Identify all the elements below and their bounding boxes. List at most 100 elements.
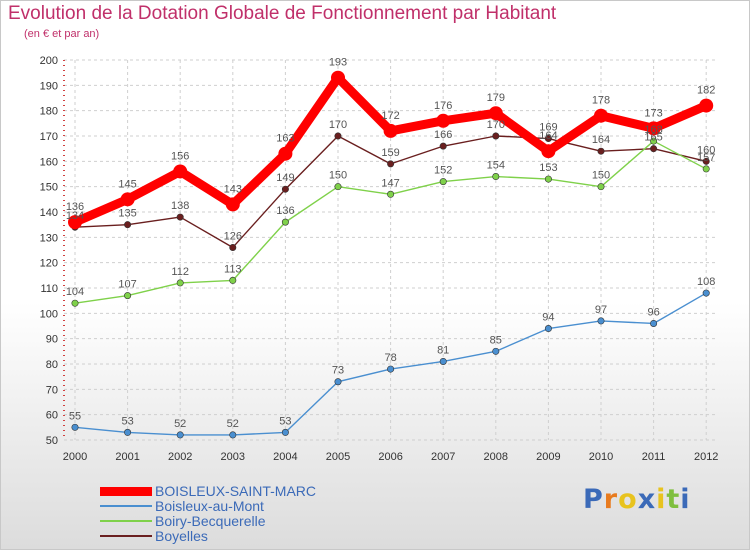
data-point xyxy=(439,178,447,186)
data-label: 152 xyxy=(434,165,452,177)
data-label: 163 xyxy=(276,133,294,145)
proxiti-logo-letter: o xyxy=(618,484,638,515)
series-lines xyxy=(68,70,714,439)
data-point xyxy=(124,428,132,436)
proxiti-logo-letter: r xyxy=(603,484,619,515)
data-point xyxy=(383,123,398,138)
data-label: 135 xyxy=(118,208,136,220)
legend-swatch xyxy=(100,505,152,507)
data-point xyxy=(68,215,82,230)
data-label: 172 xyxy=(381,110,399,122)
data-label: 134 xyxy=(66,210,84,222)
data-label: 126 xyxy=(224,230,242,242)
data-label: 53 xyxy=(279,415,291,427)
chart-title: Evolution de la Dotation Globale de Fonc… xyxy=(8,3,557,24)
data-point xyxy=(71,299,79,307)
data-point xyxy=(436,113,451,128)
y-tick-label: 50 xyxy=(46,435,58,447)
data-label: 156 xyxy=(171,150,189,162)
y-tick-label: 70 xyxy=(46,384,58,396)
data-point xyxy=(597,183,605,191)
data-point xyxy=(176,213,184,221)
data-point xyxy=(650,319,658,327)
data-point xyxy=(702,157,710,165)
data-point xyxy=(281,218,289,226)
data-point xyxy=(387,160,395,168)
x-tick-label: 2000 xyxy=(63,451,87,463)
data-label: 168 xyxy=(644,124,662,136)
data-label: 81 xyxy=(437,344,449,356)
data-point xyxy=(173,164,188,179)
x-tick-label: 2007 xyxy=(431,451,455,463)
data-point xyxy=(229,431,237,439)
data-point xyxy=(650,137,658,145)
y-tick-label: 190 xyxy=(40,80,58,92)
data-point xyxy=(229,276,237,284)
data-point xyxy=(544,175,552,183)
y-tick-label: 100 xyxy=(40,308,58,320)
data-label: 176 xyxy=(434,100,452,112)
data-label: 78 xyxy=(384,352,396,364)
data-label: 165 xyxy=(644,132,662,144)
data-label: 159 xyxy=(381,147,399,159)
data-point xyxy=(439,357,447,365)
data-label: 52 xyxy=(227,418,239,430)
data-label: 149 xyxy=(276,172,294,184)
data-label: 94 xyxy=(542,312,554,324)
x-tick-label: 2002 xyxy=(168,451,192,463)
data-point xyxy=(229,243,237,251)
x-tick-label: 2006 xyxy=(378,451,402,463)
data-point xyxy=(492,132,500,140)
data-label: 108 xyxy=(697,276,715,288)
data-label: 154 xyxy=(487,160,505,172)
x-tick-label: 2010 xyxy=(589,451,613,463)
x-tick-label: 2004 xyxy=(273,451,297,463)
data-point xyxy=(492,173,500,181)
y-tick-label: 170 xyxy=(40,131,58,143)
data-label: 136 xyxy=(66,201,84,213)
data-labels: 136 145 156 143 163 193 172 176 179 164 178 173 182 5… xyxy=(66,57,716,430)
legend-swatch xyxy=(100,520,152,522)
y-tick-label: 140 xyxy=(40,207,58,219)
gridlines xyxy=(64,59,718,441)
data-point xyxy=(492,347,500,355)
y-tick-label: 180 xyxy=(40,106,58,118)
data-label: 52 xyxy=(174,418,186,430)
data-point xyxy=(176,279,184,287)
proxiti-logo: Proxiti xyxy=(583,484,691,515)
data-label: 164 xyxy=(592,134,610,146)
data-point xyxy=(488,106,503,121)
data-point xyxy=(594,108,608,123)
x-tick-label: 2012 xyxy=(694,451,718,463)
data-point xyxy=(278,146,293,161)
data-point xyxy=(699,98,714,113)
x-tick-label: 2005 xyxy=(326,451,350,463)
data-label: 179 xyxy=(487,92,505,104)
data-point xyxy=(71,423,79,431)
y-tick-label: 90 xyxy=(46,334,58,346)
data-point xyxy=(646,121,661,136)
proxiti-logo-letter: x xyxy=(637,484,657,515)
proxiti-logo-letter: i xyxy=(656,484,667,515)
data-label: 166 xyxy=(434,129,452,141)
data-label: 153 xyxy=(539,162,557,174)
data-point xyxy=(225,197,240,212)
y-tick-label: 80 xyxy=(46,359,58,371)
data-label: 136 xyxy=(276,205,294,217)
data-label: 157 xyxy=(697,152,715,164)
data-label: 150 xyxy=(592,170,610,182)
x-tick-label: 2011 xyxy=(642,451,666,463)
data-label: 170 xyxy=(329,119,347,131)
data-point xyxy=(281,185,289,193)
data-point xyxy=(544,135,552,143)
data-label: 169 xyxy=(539,122,557,134)
data-point xyxy=(334,378,342,386)
data-label: 164 xyxy=(539,130,557,142)
data-label: 160 xyxy=(697,144,715,156)
y-tick-label: 120 xyxy=(40,258,58,270)
data-label: 97 xyxy=(595,304,607,316)
data-point xyxy=(124,292,132,300)
legend-label: Boyelles xyxy=(155,528,208,544)
y-tick-label: 160 xyxy=(40,156,58,168)
